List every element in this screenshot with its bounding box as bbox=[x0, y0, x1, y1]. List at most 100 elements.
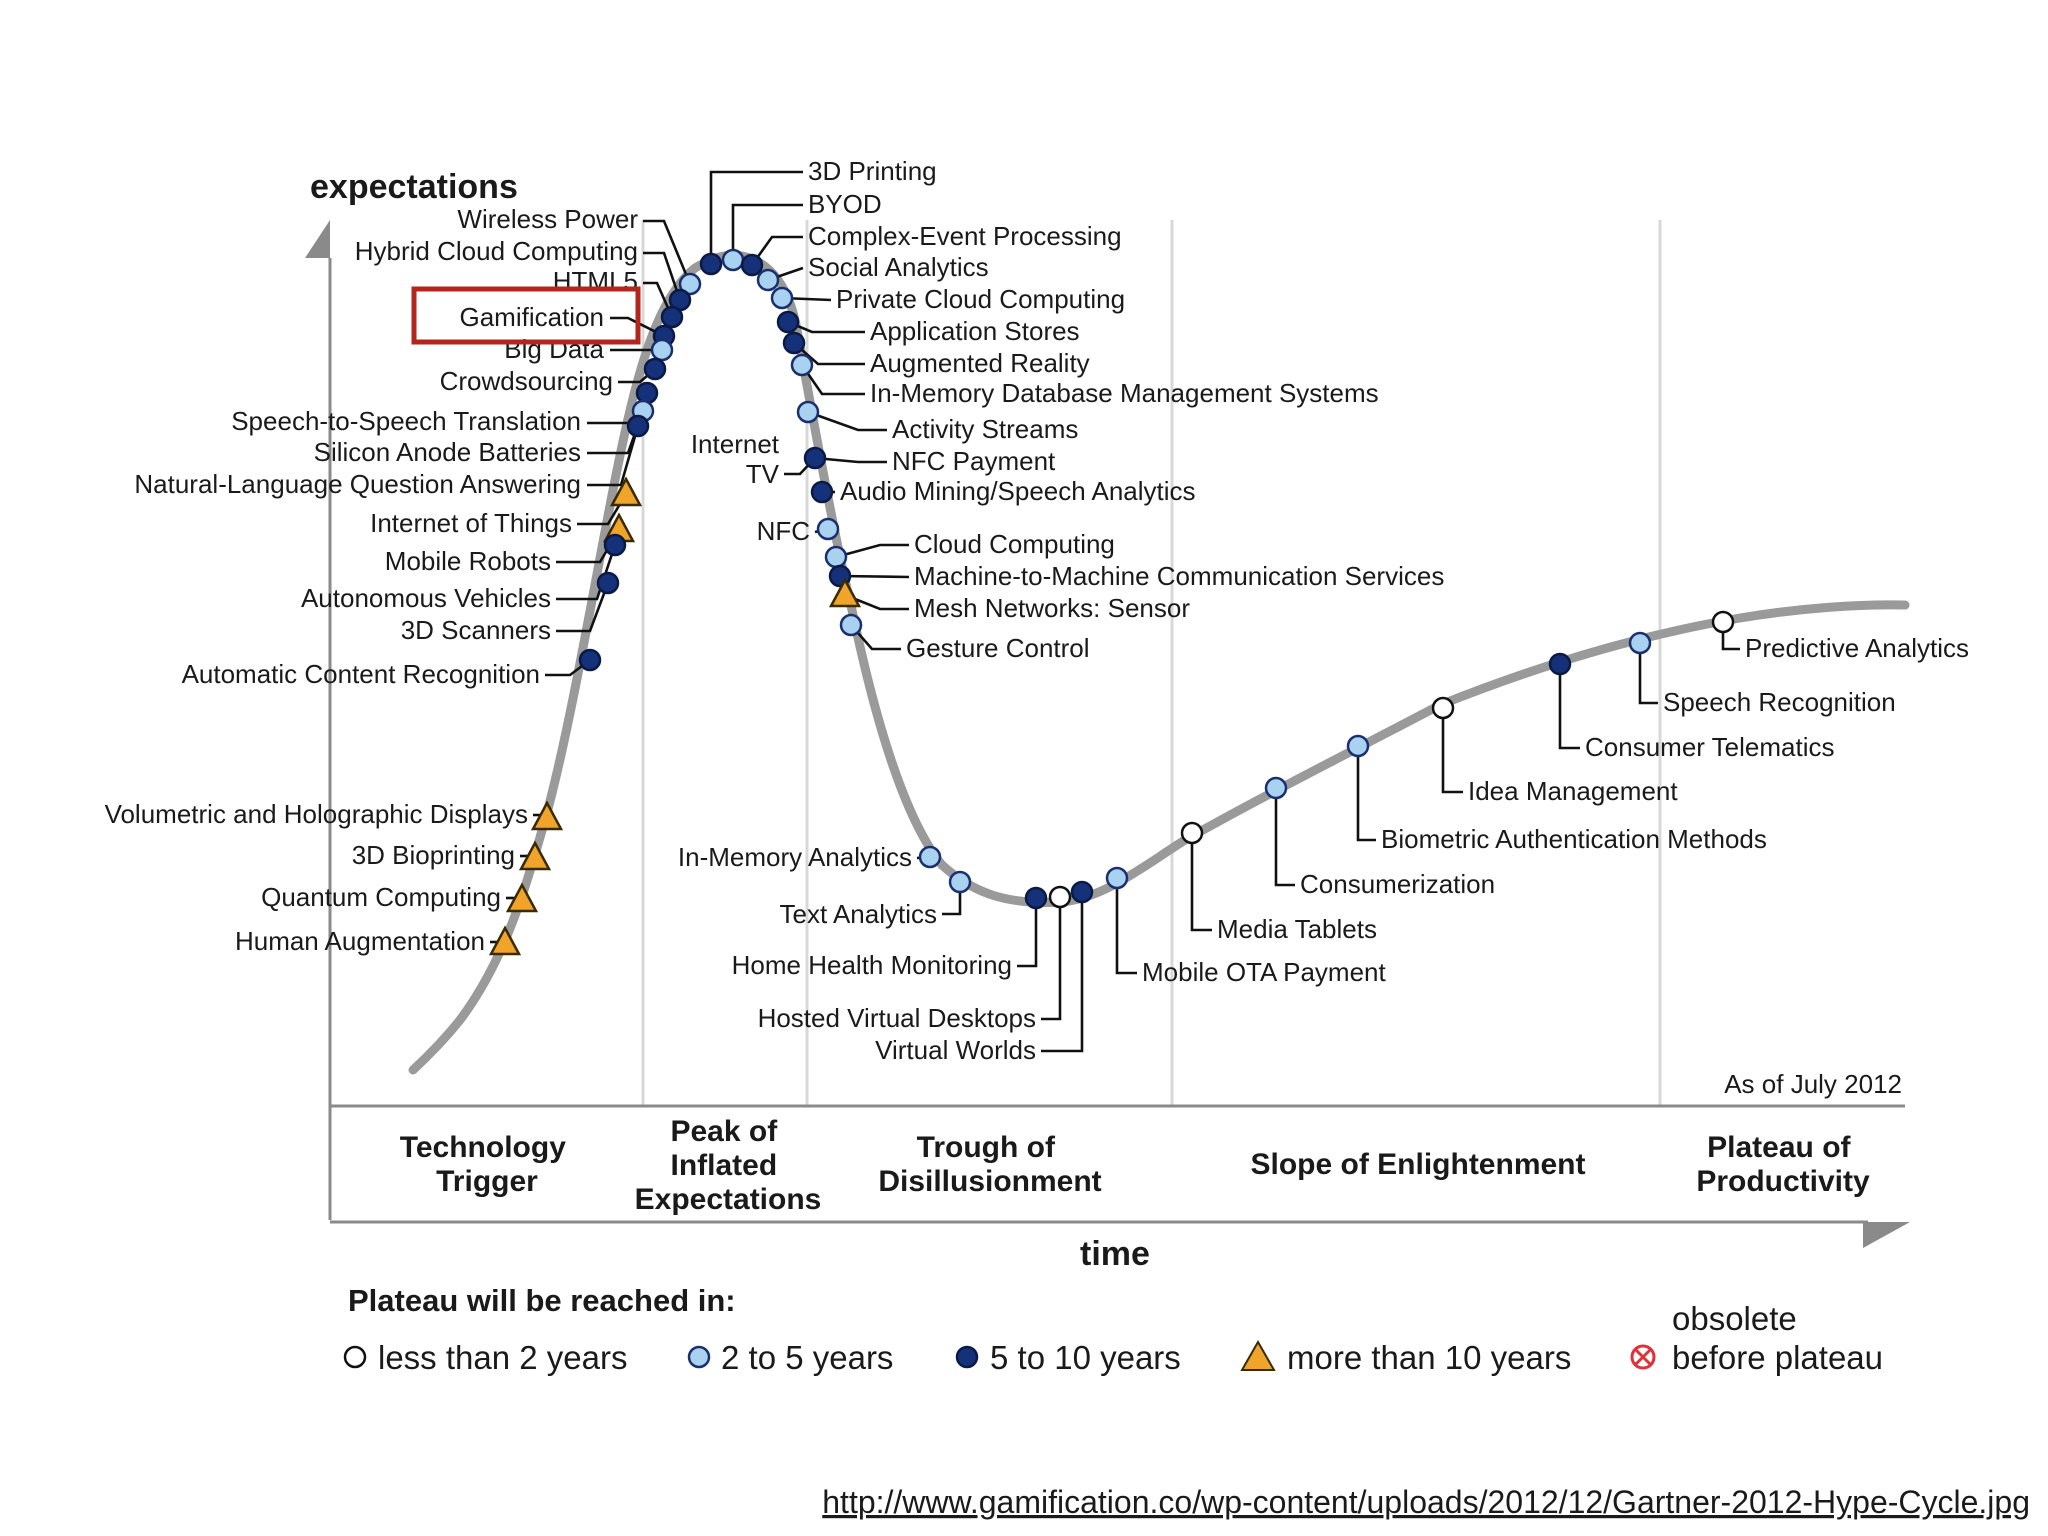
label-activity-streams: Activity Streams bbox=[892, 414, 1078, 444]
legend-label-obsolete: obsolete before plateau bbox=[1672, 1300, 1883, 1376]
marker-virtual-worlds bbox=[1070, 880, 1094, 904]
source-url-link[interactable]: http://www.gamification.co/wp-content/up… bbox=[822, 1484, 2030, 1520]
label-gesture-control: Gesture Control bbox=[906, 633, 1090, 663]
legend-item-gt10: more than 10 years bbox=[1240, 1339, 1571, 1376]
label-silicon-anode-batteries: Silicon Anode Batteries bbox=[314, 437, 581, 467]
leader-3d-printing bbox=[709, 170, 803, 264]
label-mobile-robots: Mobile Robots bbox=[385, 546, 551, 576]
legend-label-gt10: more than 10 years bbox=[1287, 1339, 1571, 1376]
leader-natural-language-question-answering bbox=[587, 425, 640, 487]
legend-title: Plateau will be reached in: bbox=[348, 1283, 736, 1318]
marker-idea-management bbox=[1431, 696, 1455, 720]
leader-consumerization bbox=[1274, 788, 1295, 887]
marker-gesture-control bbox=[839, 613, 863, 637]
label-virtual-worlds: Virtual Worlds bbox=[875, 1035, 1036, 1065]
marker-application-stores bbox=[776, 310, 800, 334]
y-axis-arrow bbox=[305, 220, 330, 258]
marker-3d-printing bbox=[699, 252, 723, 276]
label-hosted-virtual-desktops: Hosted Virtual Desktops bbox=[758, 1003, 1036, 1033]
marker-crowdsourcing bbox=[643, 357, 667, 381]
marker-consumer-telematics bbox=[1548, 652, 1572, 676]
marker-in-memory-analytics bbox=[918, 845, 942, 869]
label-augmented-reality: Augmented Reality bbox=[870, 348, 1090, 378]
marker-nfc-payment bbox=[803, 446, 827, 470]
label-complex-event-processing: Complex-Event Processing bbox=[808, 221, 1122, 251]
leader-byod bbox=[731, 203, 803, 260]
marker-private-cloud-computing bbox=[770, 286, 794, 310]
label-gamification: Gamification bbox=[460, 302, 605, 332]
label-internet-of-things: Internet of Things bbox=[370, 508, 572, 538]
technology-markers bbox=[488, 248, 1735, 956]
obsolete-icon bbox=[1630, 1344, 1656, 1370]
x-axis-label: time bbox=[1080, 1235, 1150, 1273]
legend-label-2to5: 2 to 5 years bbox=[721, 1339, 893, 1376]
marker-human-augmentation bbox=[488, 925, 522, 956]
marker-hosted-virtual-desktops bbox=[1048, 885, 1072, 909]
legend-item-lt2: less than 2 years bbox=[343, 1339, 627, 1376]
marker-biometric-authentication-methods bbox=[1346, 734, 1370, 758]
leader-in-memory-database-management-systems bbox=[800, 364, 865, 396]
label-audio-mining-speech-analytics: Audio Mining/Speech Analytics bbox=[840, 476, 1196, 506]
legend-marker-lt2 bbox=[343, 1345, 367, 1369]
label-mesh-networks-sensor: Mesh Networks: Sensor bbox=[914, 593, 1190, 623]
leader-autonomous-vehicles bbox=[556, 544, 617, 601]
leader-html5 bbox=[643, 281, 674, 318]
legend-marker-5to10 bbox=[955, 1345, 979, 1369]
leader-activity-streams bbox=[807, 410, 887, 432]
label-media-tablets: Media Tablets bbox=[1217, 914, 1377, 944]
leader-speech-recognition bbox=[1638, 643, 1658, 705]
marker-social-analytics bbox=[756, 268, 780, 292]
x-axis-arrow bbox=[1863, 1222, 1910, 1248]
label-3d-printing: 3D Printing bbox=[808, 156, 937, 186]
label-3d-bioprinting: 3D Bioprinting bbox=[352, 840, 515, 870]
label-byod: BYOD bbox=[808, 189, 882, 219]
marker-text-analytics bbox=[948, 870, 972, 894]
leader-3d-scanners bbox=[556, 582, 610, 633]
leader-machine-to-machine-communication-services bbox=[839, 574, 910, 579]
leader-consumer-telematics bbox=[1558, 664, 1580, 750]
marker-big-data bbox=[650, 338, 674, 362]
phase-labels: Technology Trigger Peak of Inflated Expe… bbox=[400, 1115, 1870, 1216]
leader-biometric-authentication-methods bbox=[1356, 746, 1376, 842]
phase-slope-of-enlightenment: Slope of Enlightenment bbox=[1251, 1148, 1586, 1181]
label-home-health-monitoring: Home Health Monitoring bbox=[732, 950, 1012, 980]
label-big-data: Big Data bbox=[504, 334, 604, 364]
marker-nfc bbox=[816, 517, 840, 541]
marker-speech-recognition bbox=[1628, 631, 1652, 655]
label-biometric-authentication-methods: Biometric Authentication Methods bbox=[1381, 824, 1767, 854]
leader-nfc-payment bbox=[814, 456, 887, 464]
legend-item-2to5: 2 to 5 years bbox=[687, 1339, 893, 1376]
marker-mesh-networks-sensor bbox=[828, 577, 862, 608]
marker-speech-to-speech-translation bbox=[635, 381, 659, 405]
label-volumetric-and-holographic-displays: Volumetric and Holographic Displays bbox=[105, 799, 528, 829]
label-natural-language-question-answering: Natural-Language Question Answering bbox=[134, 469, 581, 499]
marker-complex-event-processing bbox=[740, 253, 764, 277]
legend-item-obsolete: obsolete before plateau bbox=[1630, 1300, 1883, 1376]
marker-html5 bbox=[660, 305, 684, 329]
marker-internet-of-things bbox=[609, 476, 643, 507]
marker-home-health-monitoring bbox=[1024, 886, 1048, 910]
leader-media-tablets bbox=[1190, 833, 1212, 932]
marker-automatic-content-recognition bbox=[578, 648, 602, 672]
label-in-memory-analytics: In-Memory Analytics bbox=[678, 842, 912, 872]
marker-in-memory-database-management-systems bbox=[790, 353, 814, 377]
legend-label-lt2: less than 2 years bbox=[378, 1339, 627, 1376]
label-internet-tv: Internet TV bbox=[691, 429, 780, 489]
label-crowdsourcing: Crowdsourcing bbox=[440, 366, 613, 396]
phase-trough-of-disillusionment: Trough of Disillusionment bbox=[878, 1131, 1101, 1198]
label-machine-to-machine-communication-services: Machine-to-Machine Communication Service… bbox=[914, 561, 1444, 591]
marker-natural-language-question-answering bbox=[626, 414, 650, 438]
marker-byod bbox=[721, 248, 745, 272]
legend-label-5to10: 5 to 10 years bbox=[990, 1339, 1181, 1376]
leader-cloud-computing bbox=[835, 543, 909, 559]
leader-idea-management bbox=[1441, 708, 1463, 794]
label-speech-to-speech-translation: Speech-to-Speech Translation bbox=[231, 406, 581, 436]
marker-activity-streams bbox=[796, 400, 820, 424]
label-autonomous-vehicles: Autonomous Vehicles bbox=[301, 583, 551, 613]
leader-hybrid-cloud-computing bbox=[643, 251, 682, 301]
leader-wireless-power bbox=[643, 219, 692, 285]
marker-3d-scanners bbox=[596, 571, 620, 595]
legend-marker-2to5 bbox=[687, 1345, 711, 1369]
leader-home-health-monitoring bbox=[1017, 898, 1038, 968]
